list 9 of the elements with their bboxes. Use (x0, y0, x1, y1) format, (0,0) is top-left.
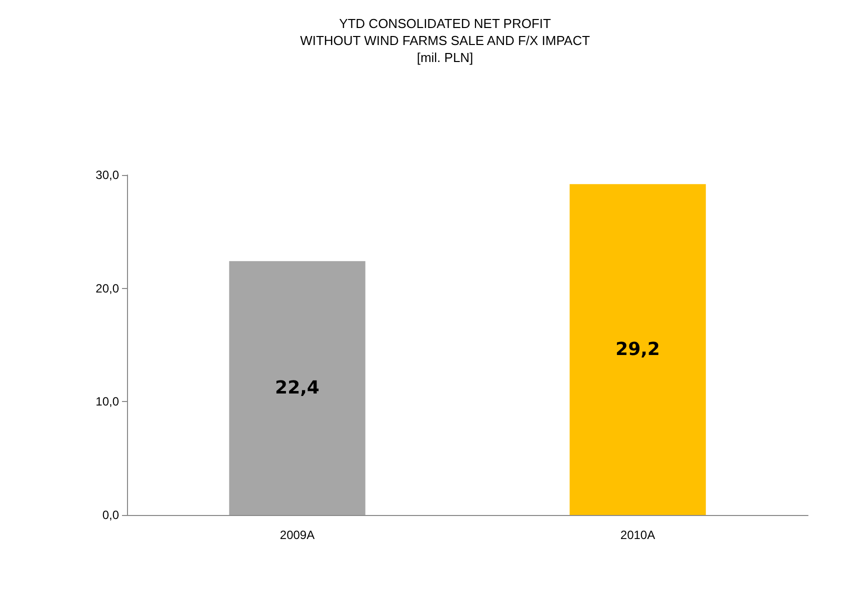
y-tick-label: 20,0 (96, 281, 120, 296)
y-tick-label: 0,0 (102, 508, 120, 522)
x-tick-label: 2010A (620, 528, 656, 542)
x-tick-label: 2009A (280, 528, 315, 542)
y-tick-label: 10,0 (96, 394, 120, 409)
data-label: 29,2 (616, 339, 660, 360)
chart-title: YTD CONSOLIDATED NET PROFIT WITHOUT WIND FARMS SALE AND F/X IMPACT [mil. PLN] (300, 16, 590, 65)
data-label: 22,4 (275, 378, 320, 399)
y-tick-label: 30,0 (96, 168, 120, 182)
